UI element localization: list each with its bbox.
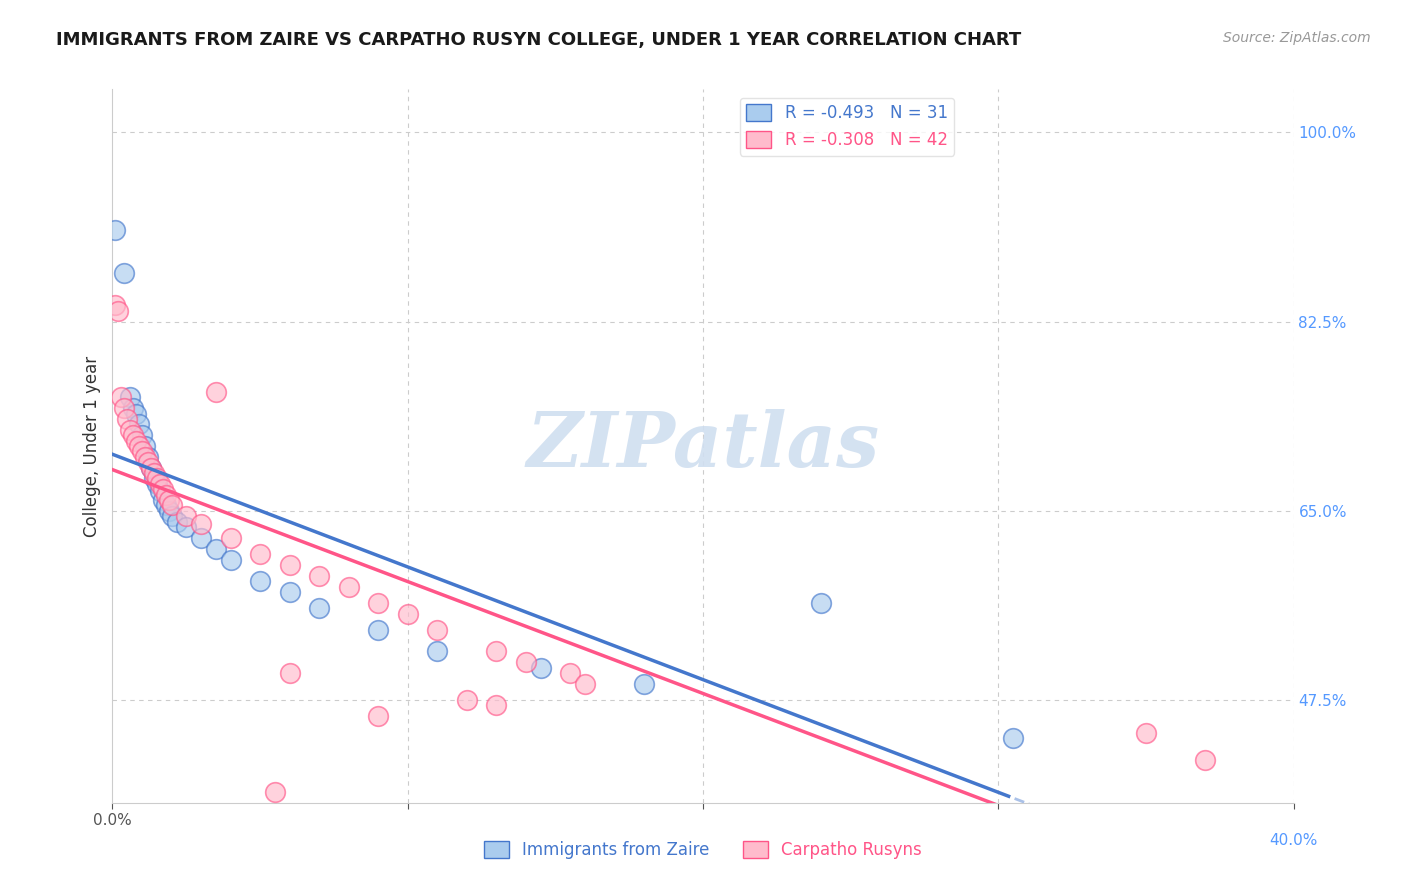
Point (120, 390, 142, 404)
Point (278, 558, 301, 572)
Point (146, 476, 169, 491)
Point (131, 428, 153, 442)
Point (249, 574, 271, 589)
Point (278, 585, 301, 599)
Point (174, 520, 197, 534)
Point (174, 509, 197, 524)
Point (337, 580, 360, 594)
Point (205, 541, 228, 556)
Text: 40.0%: 40.0% (1270, 833, 1317, 848)
Point (558, 666, 582, 681)
Point (155, 488, 177, 502)
Point (112, 401, 135, 416)
Text: Source: ZipAtlas.com: Source: ZipAtlas.com (1223, 31, 1371, 45)
Point (166, 515, 188, 529)
Point (1194, 753, 1216, 767)
Y-axis label: College, Under 1 year: College, Under 1 year (83, 355, 101, 537)
Point (112, 266, 135, 280)
Text: ZIPatlas: ZIPatlas (526, 409, 880, 483)
Point (149, 476, 172, 491)
Point (633, 677, 655, 691)
Point (190, 531, 212, 545)
Point (157, 504, 180, 518)
Point (574, 677, 596, 691)
Point (160, 509, 183, 524)
Point (110, 390, 132, 404)
Point (157, 493, 180, 508)
Point (155, 499, 177, 513)
Point (136, 450, 159, 464)
Point (125, 407, 148, 421)
Point (125, 434, 148, 448)
Point (485, 644, 508, 658)
Point (104, 298, 127, 312)
Point (205, 384, 228, 399)
Point (249, 547, 271, 561)
Point (367, 623, 389, 637)
Point (1001, 731, 1024, 745)
Point (456, 693, 478, 707)
Point (134, 439, 156, 453)
Point (139, 460, 162, 475)
Point (278, 666, 301, 681)
Point (396, 607, 419, 621)
Point (142, 466, 165, 480)
Point (131, 444, 153, 458)
Point (122, 401, 145, 416)
Point (219, 552, 242, 566)
Point (219, 531, 242, 545)
Point (308, 568, 330, 582)
Point (426, 623, 449, 637)
Point (149, 484, 172, 499)
Point (308, 601, 330, 615)
Point (152, 493, 174, 508)
Point (515, 655, 537, 669)
Point (128, 417, 150, 432)
Point (529, 660, 551, 674)
Point (190, 516, 212, 531)
Point (367, 709, 389, 723)
Point (120, 423, 142, 437)
Point (426, 644, 449, 658)
Point (104, 223, 127, 237)
Point (485, 698, 508, 713)
Point (122, 428, 145, 442)
Point (107, 303, 129, 318)
Point (146, 471, 169, 485)
Point (367, 596, 389, 610)
Point (264, 785, 287, 799)
Point (1135, 725, 1157, 739)
Point (152, 482, 174, 496)
Point (136, 455, 159, 469)
Point (139, 460, 162, 475)
Point (810, 596, 832, 610)
Point (117, 412, 138, 426)
Point (160, 499, 183, 513)
Point (128, 439, 150, 453)
Point (134, 450, 156, 464)
Text: IMMIGRANTS FROM ZAIRE VS CARPATHO RUSYN COLLEGE, UNDER 1 YEAR CORRELATION CHART: IMMIGRANTS FROM ZAIRE VS CARPATHO RUSYN … (56, 31, 1022, 49)
Legend: Immigrants from Zaire, Carpatho Rusyns: Immigrants from Zaire, Carpatho Rusyns (477, 834, 929, 866)
Point (142, 471, 165, 485)
